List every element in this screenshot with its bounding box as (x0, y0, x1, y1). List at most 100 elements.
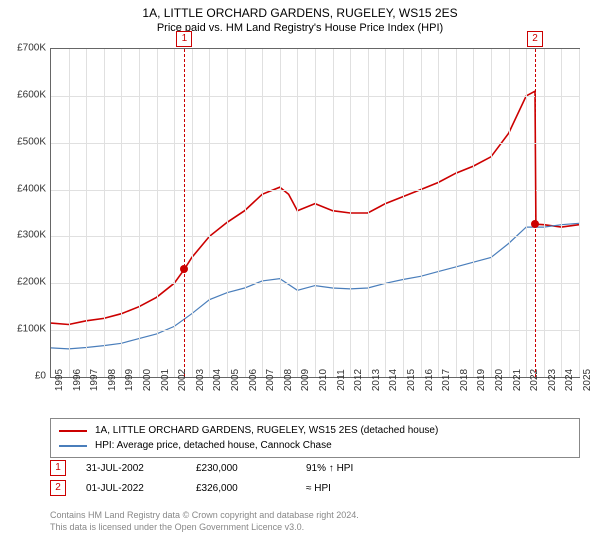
price-row: 2 01-JUL-2022 £326,000 ≈ HPI (50, 480, 580, 496)
y-tick-label: £300K (17, 230, 46, 241)
gridline-v (368, 49, 369, 377)
event-marker-line (184, 49, 185, 377)
event-marker-dot (531, 220, 539, 228)
gridline-v (526, 49, 527, 377)
price-row-date: 31-JUL-2002 (86, 463, 176, 474)
x-tick-label: 2020 (494, 369, 505, 391)
gridline-v (227, 49, 228, 377)
x-tick-label: 2010 (318, 369, 329, 391)
legend-swatch (59, 430, 87, 432)
x-tick-label: 2007 (265, 369, 276, 391)
x-tick-label: 2002 (177, 369, 188, 391)
gridline-v (245, 49, 246, 377)
plot-area: 12 (50, 48, 580, 378)
gridline-v (69, 49, 70, 377)
y-tick-label: £400K (17, 183, 46, 194)
price-table: 1 31-JUL-2002 £230,000 91% ↑ HPI 2 01-JUL-202… (50, 460, 580, 500)
gridline-v (104, 49, 105, 377)
price-row-marker: 2 (50, 480, 66, 496)
legend-label: HPI: Average price, detached house, Cann… (95, 438, 332, 453)
gridline-v (209, 49, 210, 377)
gridline-v (491, 49, 492, 377)
legend-row: HPI: Average price, detached house, Cann… (59, 438, 571, 453)
gridline-v (544, 49, 545, 377)
gridline-v (579, 49, 580, 377)
gridline-v (438, 49, 439, 377)
legend-box: 1A, LITTLE ORCHARD GARDENS, RUGELEY, WS1… (50, 418, 580, 458)
x-tick-label: 2009 (300, 369, 311, 391)
x-tick-label: 2004 (212, 369, 223, 391)
y-tick-label: £200K (17, 277, 46, 288)
gridline-v (473, 49, 474, 377)
chart-subtitle: Price paid vs. HM Land Registry's House … (0, 22, 600, 36)
x-tick-label: 1999 (124, 369, 135, 391)
price-row-marker: 1 (50, 460, 66, 476)
x-tick-label: 1998 (107, 369, 118, 391)
x-tick-label: 2017 (441, 369, 452, 391)
price-row-date: 01-JUL-2022 (86, 483, 176, 494)
x-tick-label: 1997 (89, 369, 100, 391)
price-row-price: £230,000 (196, 463, 286, 474)
gridline-v (561, 49, 562, 377)
x-tick-label: 2003 (195, 369, 206, 391)
gridline-v (174, 49, 175, 377)
x-tick-label: 2015 (406, 369, 417, 391)
event-marker-dot (180, 265, 188, 273)
y-tick-label: £500K (17, 136, 46, 147)
x-tick-label: 2006 (248, 369, 259, 391)
gridline-v (157, 49, 158, 377)
price-row-price: £326,000 (196, 483, 286, 494)
price-row-hpi: 91% ↑ HPI (306, 463, 396, 474)
gridline-v (121, 49, 122, 377)
x-tick-label: 2013 (371, 369, 382, 391)
chart-title: 1A, LITTLE ORCHARD GARDENS, RUGELEY, WS1… (0, 0, 600, 22)
gridline-v (192, 49, 193, 377)
x-tick-label: 2008 (283, 369, 294, 391)
gridline-v (315, 49, 316, 377)
gridline-v (456, 49, 457, 377)
gridline-v (509, 49, 510, 377)
x-tick-label: 2000 (142, 369, 153, 391)
x-tick-label: 2014 (388, 369, 399, 391)
x-tick-label: 2011 (336, 369, 347, 391)
gridline-v (350, 49, 351, 377)
y-tick-label: £100K (17, 324, 46, 335)
gridline-v (139, 49, 140, 377)
x-tick-label: 1995 (54, 369, 65, 391)
x-tick-label: 2019 (476, 369, 487, 391)
gridline-v (385, 49, 386, 377)
gridline-v (86, 49, 87, 377)
x-tick-label: 2001 (160, 369, 171, 391)
gridline-v (333, 49, 334, 377)
legend-swatch (59, 445, 87, 447)
x-tick-label: 2022 (529, 369, 540, 391)
x-tick-label: 2018 (459, 369, 470, 391)
x-tick-label: 2025 (582, 369, 593, 391)
event-marker-label: 2 (527, 31, 543, 47)
y-tick-label: £0 (35, 371, 46, 382)
gridline-v (262, 49, 263, 377)
price-row-hpi: ≈ HPI (306, 483, 396, 494)
x-tick-label: 2016 (424, 369, 435, 391)
x-tick-label: 2024 (564, 369, 575, 391)
event-marker-line (535, 49, 536, 377)
y-tick-label: £600K (17, 89, 46, 100)
x-tick-label: 2023 (547, 369, 558, 391)
gridline-v (280, 49, 281, 377)
gridline-v (421, 49, 422, 377)
x-tick-label: 1996 (72, 369, 83, 391)
legend-row: 1A, LITTLE ORCHARD GARDENS, RUGELEY, WS1… (59, 423, 571, 438)
x-tick-label: 2005 (230, 369, 241, 391)
y-tick-label: £700K (17, 43, 46, 54)
gridline-v (403, 49, 404, 377)
event-marker-label: 1 (176, 31, 192, 47)
x-tick-label: 2021 (512, 369, 523, 391)
attribution-footer: Contains HM Land Registry data © Crown c… (50, 510, 580, 533)
x-tick-label: 2012 (353, 369, 364, 391)
footer-line-1: Contains HM Land Registry data © Crown c… (50, 510, 580, 522)
chart-container: 1A, LITTLE ORCHARD GARDENS, RUGELEY, WS1… (0, 0, 600, 560)
price-row: 1 31-JUL-2002 £230,000 91% ↑ HPI (50, 460, 580, 476)
footer-line-2: This data is licensed under the Open Gov… (50, 522, 580, 534)
legend-label: 1A, LITTLE ORCHARD GARDENS, RUGELEY, WS1… (95, 423, 438, 438)
gridline-v (297, 49, 298, 377)
